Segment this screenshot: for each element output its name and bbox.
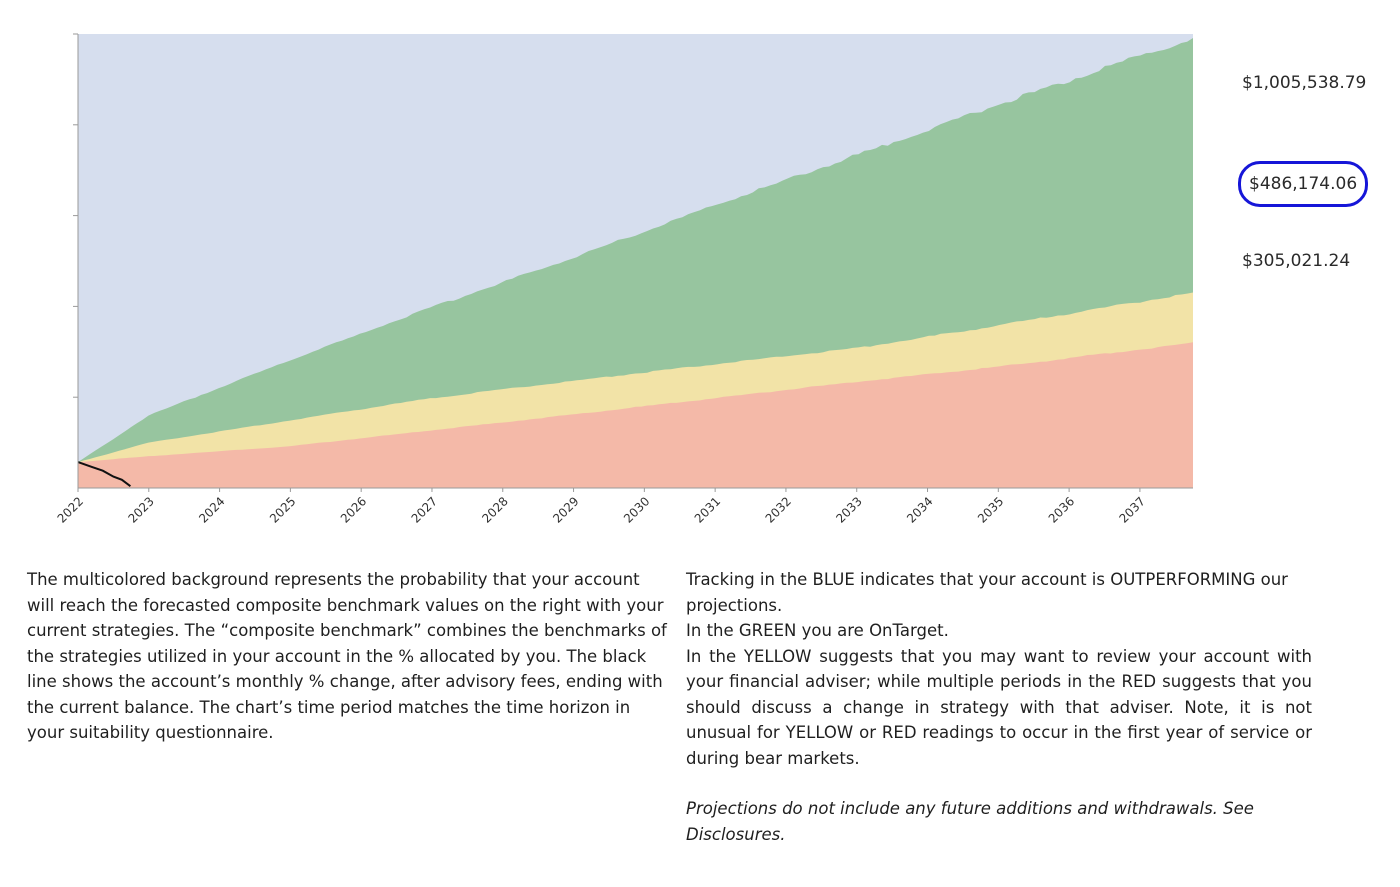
zone-legend-text: Tracking in the BLUE indicates that your… [686, 567, 1312, 847]
x-tick-label: 2023 [125, 494, 156, 525]
chart-explanation: The multicolored background represents t… [27, 567, 667, 746]
x-tick-label: 2027 [409, 494, 440, 525]
x-tick-label: 2028 [479, 494, 510, 525]
chart-explanation-text: The multicolored background represents t… [27, 570, 667, 742]
x-tick-label: 2026 [338, 494, 369, 525]
x-tick-label: 2029 [550, 494, 581, 525]
band-red [78, 342, 1193, 488]
x-tick-label: 2033 [833, 494, 864, 525]
y-ticks [73, 33, 78, 398]
x-tick-label: 2031 [692, 494, 723, 525]
blue-zone-text: Tracking in the BLUE indicates that your… [686, 570, 1288, 615]
x-tick-label: 2024 [196, 494, 227, 525]
probability-chart: 2022 2023 2024 2025 2026 2027 2028 2029 2030 2031… [55, 33, 1193, 526]
benchmark-value-bottom: $305,021.24 [1242, 251, 1351, 271]
x-tick-label: 2035 [975, 494, 1006, 525]
x-tick-label: 2034 [904, 494, 935, 525]
green-zone-text: In the GREEN you are OnTarget. [686, 621, 949, 640]
x-tick-label: 2025 [267, 494, 298, 525]
x-tick-label: 2036 [1046, 494, 1077, 525]
benchmark-value-top: $1,005,538.79 [1242, 73, 1367, 93]
x-tick-label: 2030 [621, 494, 652, 525]
x-tick-label: 2032 [763, 494, 794, 525]
disclosure-note: Projections do not include any future ad… [686, 799, 1254, 844]
benchmark-value-current: $486,174.06 [1238, 161, 1369, 207]
x-ticks: 2022 2023 2024 2025 2026 2027 2028 2029 2030 2031… [55, 488, 1148, 526]
account-balance-line [77, 461, 132, 487]
x-tick-label: 2022 [55, 494, 86, 525]
yellow-red-zone-text: In the YELLOW suggests that you may want… [686, 646, 1312, 768]
x-tick-label: 2037 [1117, 494, 1148, 525]
